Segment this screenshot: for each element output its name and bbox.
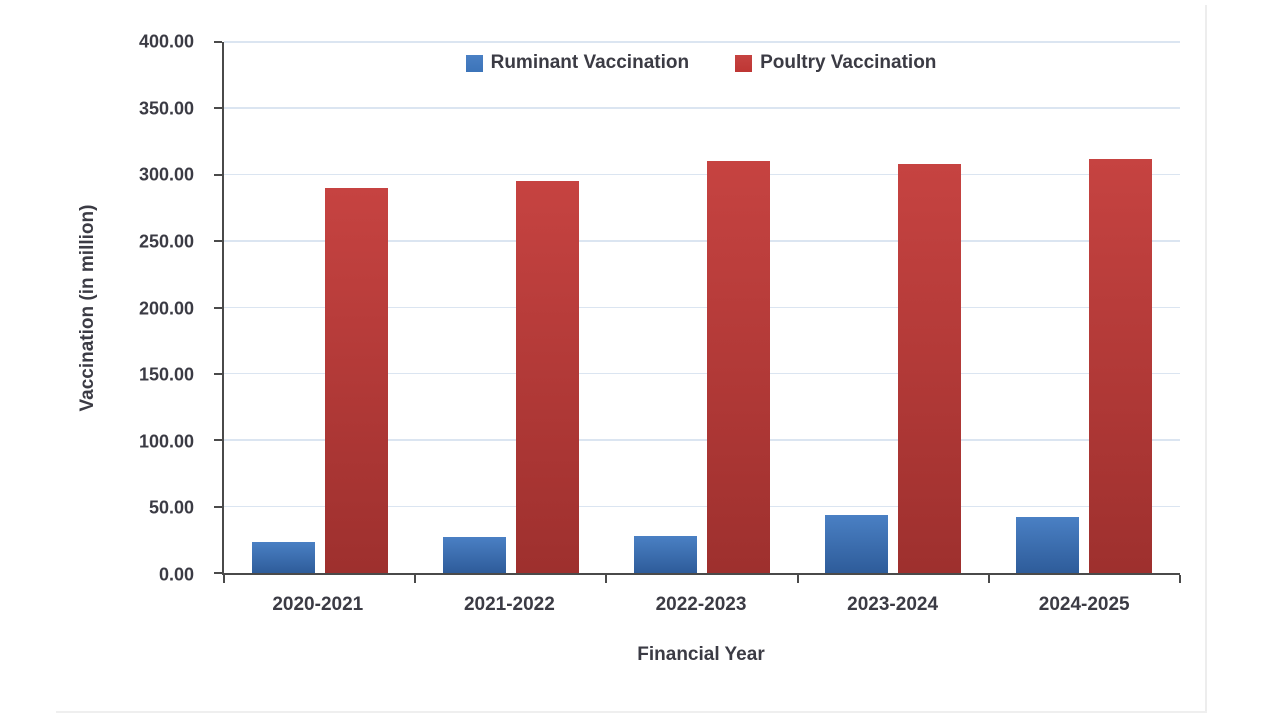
bar-poultry-vaccination-2022-2023 [706,161,770,573]
bar-poultry-vaccination-2023-2024 [898,164,962,573]
x-tick-mark [1179,575,1181,583]
x-tick-label-2023-2024: 2023-2024 [847,594,939,615]
plot-area [214,41,1181,583]
gridline-300 [224,173,1180,176]
x-tick-mark [605,575,608,583]
legend-item-poultry: Poultry Vaccination [735,52,936,74]
bar-poultry-vaccination-2021-2022 [515,181,579,573]
bar-poultry-vaccination-2024-2025 [1089,158,1153,573]
bar-poultry-vaccination-2020-2021 [324,188,388,573]
x-tick-label-2024-2025: 2024-2025 [1038,594,1130,615]
y-tick-mark [214,572,222,574]
y-tick-mark [214,41,222,43]
y-tick-label-400.00: 400.00 [138,31,194,52]
y-tick-mark [214,372,222,375]
chart-legend: Ruminant Vaccination Poultry Vaccination [222,52,1180,74]
x-axis-title: Financial Year [637,644,765,665]
y-tick-mark [214,306,222,309]
legend-swatch-poultry [735,54,753,72]
y-tick-label-350.00: 350.00 [138,98,194,119]
bar-ruminant-vaccination-2023-2024 [825,514,889,573]
legend-label-ruminant: Ruminant Vaccination [490,52,690,73]
bar-group-2024-2025 [989,42,1180,573]
gridline-250 [224,240,1180,242]
gridline-400 [224,41,1180,43]
y-tick-label-300.00: 300.00 [138,164,194,185]
x-tick-mark [223,575,225,583]
bar-ruminant-vaccination-2024-2025 [1016,517,1080,573]
x-tick-mark [987,575,990,583]
gridline-150 [224,372,1180,375]
y-tick-label-150.00: 150.00 [138,364,194,385]
legend-label-poultry: Poultry Vaccination [760,52,937,73]
bar-ruminant-vaccination-2020-2021 [251,542,315,573]
bar-ruminant-vaccination-2021-2022 [442,537,506,573]
x-tick-mark [414,575,417,583]
x-tick-label-2022-2023: 2022-2023 [655,594,747,615]
gridline-350 [224,107,1180,109]
gridline-50 [224,505,1180,508]
y-tick-label-0.00: 0.00 [158,564,194,585]
y-tick-mark [214,240,222,243]
y-axis-tick-labels: 0.00 50.00 100.00 150.00 200.00 250.00 300.00 3… [0,32,208,585]
y-tick-mark [214,173,222,176]
x-tick-label-2020-2021: 2020-2021 [272,594,364,615]
bar-ruminant-vaccination-2022-2023 [633,535,697,573]
y-tick-label-250.00: 250.00 [138,231,194,252]
x-tick-mark [796,575,799,583]
bar-group-2020-2021 [224,42,415,573]
y-tick-label-200.00: 200.00 [138,298,194,318]
y-tick-label-50.00: 50.00 [148,497,194,518]
y-tick-mark [214,439,222,442]
page-border-right [1205,5,1207,712]
gridline-100 [224,439,1180,441]
x-tick-label-2021-2022: 2021-2022 [463,594,555,615]
page-border-bottom [56,711,1207,713]
gridline-200 [224,306,1180,308]
bar-group-2023-2024 [798,42,989,573]
x-axis-tick-labels: 2020-2021 2021-2022 2022-2023 2023-2024 2024… [222,594,1180,620]
y-tick-label-100.00: 100.00 [138,431,194,452]
y-tick-mark [214,505,222,508]
y-tick-mark [214,107,222,110]
bar-group-2022-2023 [606,42,797,573]
legend-swatch-ruminant [465,54,483,72]
legend-item-ruminant: Ruminant Vaccination [465,52,690,74]
bar-group-2021-2022 [415,42,606,573]
